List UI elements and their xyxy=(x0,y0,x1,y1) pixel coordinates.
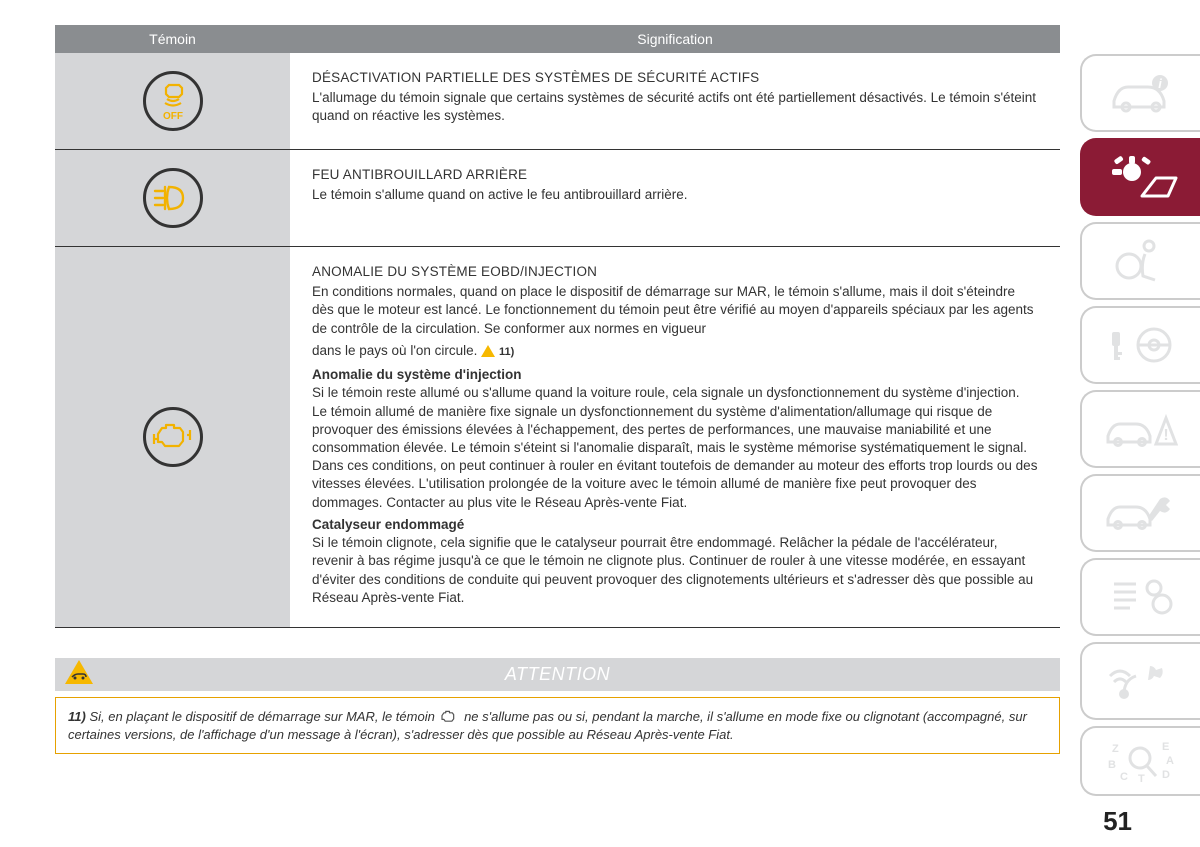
svg-text:Z: Z xyxy=(1112,743,1119,755)
indicator-icon-cell: OFF xyxy=(55,53,290,149)
table-row: FEU ANTIBROUILLARD ARRIÈRE Le témoin s'a… xyxy=(55,150,1060,247)
row-body: Le témoin s'allume quand on active le fe… xyxy=(312,186,1038,204)
page-number: 51 xyxy=(1103,806,1132,837)
tab-service[interactable] xyxy=(1080,474,1200,552)
warning-triangle-icon xyxy=(481,345,495,357)
check-engine-inline-icon xyxy=(438,710,460,724)
attention-note: 11) Si, en plaçant le dispositif de déma… xyxy=(55,697,1060,754)
indicator-text-cell: FEU ANTIBROUILLARD ARRIÈRE Le témoin s'a… xyxy=(290,150,1060,246)
row-title: ANOMALIE DU SYSTÈME EOBD/INJECTION xyxy=(312,263,1038,281)
svg-text:OFF: OFF xyxy=(163,111,183,121)
table-header: Témoin Signification xyxy=(55,25,1060,53)
header-col-temoin: Témoin xyxy=(55,25,290,53)
footnote-ref: 11) xyxy=(499,346,514,358)
svg-text:!: ! xyxy=(1163,427,1168,444)
row-title: DÉSACTIVATION PARTIELLE DES SYSTÈMES DE … xyxy=(312,69,1038,87)
check-engine-icon xyxy=(143,407,203,467)
tab-key-steering[interactable] xyxy=(1080,306,1200,384)
indicator-icon-cell xyxy=(55,150,290,246)
tab-media-nav[interactable] xyxy=(1080,642,1200,720)
table-row: ANOMALIE DU SYSTÈME EOBD/INJECTION En co… xyxy=(55,247,1060,628)
attention-label: ATTENTION xyxy=(505,664,610,684)
tab-airbag[interactable] xyxy=(1080,222,1200,300)
subsection-title: Anomalie du système d'injection xyxy=(312,367,522,382)
tab-car-info[interactable]: i xyxy=(1080,54,1200,132)
subsection-title: Catalyseur endommagé xyxy=(312,517,464,532)
esc-off-icon: OFF xyxy=(143,71,203,131)
row-body: L'allumage du témoin signale que certain… xyxy=(312,89,1038,125)
svg-text:i: i xyxy=(1158,76,1162,91)
tab-collision[interactable]: ! xyxy=(1080,390,1200,468)
header-col-signification: Signification xyxy=(290,25,1060,53)
row-body: En conditions normales, quand on place l… xyxy=(312,283,1038,338)
row-body-text: dans le pays où l'on circule. xyxy=(312,343,477,358)
tab-warning-lights[interactable] xyxy=(1080,138,1200,216)
tab-settings-list[interactable] xyxy=(1080,558,1200,636)
page-content: Témoin Signification OFF DÉSACTIVATION P… xyxy=(55,25,1060,754)
svg-text:C: C xyxy=(1120,771,1128,783)
section-tab-rail: i ! ZBCT EAD xyxy=(1080,54,1200,802)
indicator-text-cell: DÉSACTIVATION PARTIELLE DES SYSTÈMES DE … xyxy=(290,53,1060,149)
svg-text:B: B xyxy=(1108,759,1116,771)
rear-fog-icon xyxy=(143,168,203,228)
subsection-body: Si le témoin reste allumé ou s'allume qu… xyxy=(312,384,1038,512)
svg-text:D: D xyxy=(1162,769,1170,781)
row-title: FEU ANTIBROUILLARD ARRIÈRE xyxy=(312,166,1038,184)
svg-text:T: T xyxy=(1138,773,1145,785)
tab-search-index[interactable]: ZBCT EAD xyxy=(1080,726,1200,796)
indicator-icon-cell xyxy=(55,247,290,627)
note-text-a: Si, en plaçant le dispositif de démarrag… xyxy=(86,709,439,724)
indicator-text-cell: ANOMALIE DU SYSTÈME EOBD/INJECTION En co… xyxy=(290,247,1060,627)
svg-text:E: E xyxy=(1162,741,1169,753)
note-number: 11) xyxy=(68,709,86,724)
attention-header: ATTENTION xyxy=(55,658,1060,691)
subsection-body: Si le témoin clignote, cela signifie que… xyxy=(312,534,1038,607)
table-row: OFF DÉSACTIVATION PARTIELLE DES SYSTÈMES… xyxy=(55,53,1060,150)
attention-triangle-icon xyxy=(65,660,93,689)
svg-text:A: A xyxy=(1166,755,1174,767)
row-body-cont: dans le pays où l'on circule. 11) xyxy=(312,342,1038,360)
